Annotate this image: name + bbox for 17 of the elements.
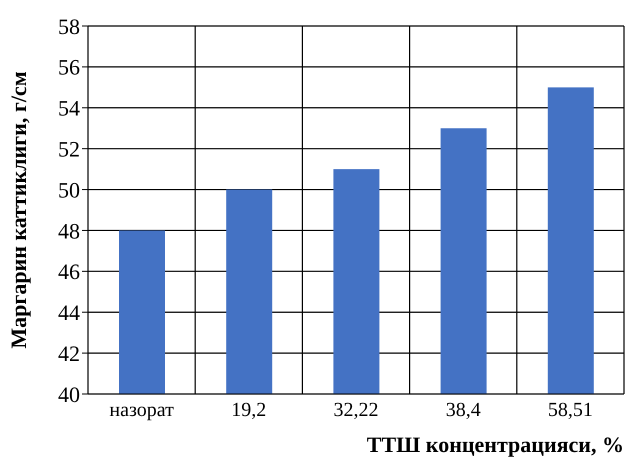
y-tick-label: 44 xyxy=(58,300,80,326)
x-tick-label: 19,2 xyxy=(231,399,266,422)
x-tick-label: 58,51 xyxy=(548,399,593,422)
x-axis-title: ТТШ концентрацияси, % xyxy=(366,432,624,457)
y-axis-title: Маргарин каттиклиги, г/см xyxy=(6,71,31,349)
y-tick-label: 46 xyxy=(58,259,80,284)
y-tick-label: 40 xyxy=(58,382,80,407)
x-tick-label: назорат xyxy=(109,399,174,422)
y-tick-label: 56 xyxy=(58,54,80,80)
x-tick-label: 38,4 xyxy=(446,399,481,422)
y-tick-label: 48 xyxy=(58,218,80,244)
y-tick-label: 58 xyxy=(58,14,80,39)
y-tick-label: 52 xyxy=(58,136,80,162)
y-tick-label: 54 xyxy=(58,96,80,121)
y-tick-label: 42 xyxy=(58,340,80,366)
x-tick-label: 32,22 xyxy=(334,399,378,422)
y-tick-label: 50 xyxy=(58,177,80,202)
